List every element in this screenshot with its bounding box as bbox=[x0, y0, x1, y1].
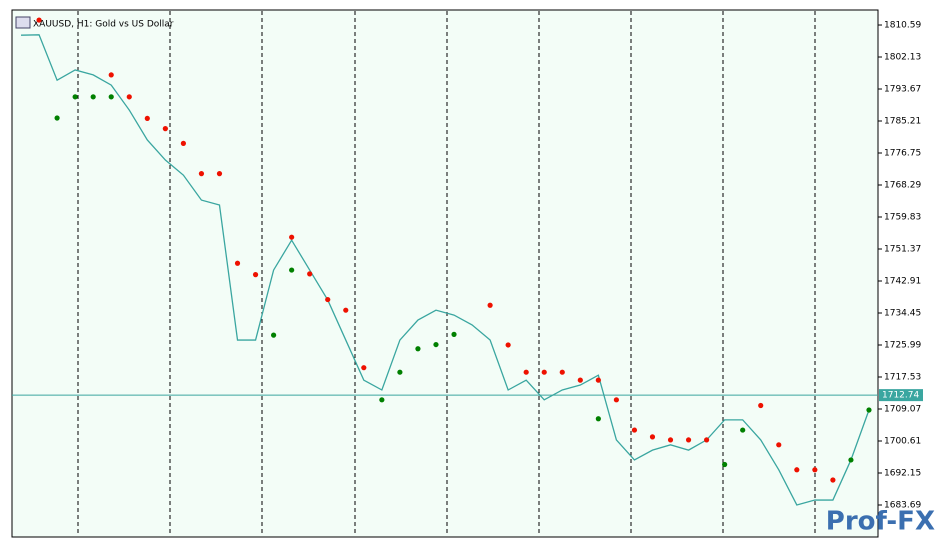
sar-dot bbox=[866, 407, 872, 413]
sar-dot bbox=[487, 302, 493, 308]
sar-dot bbox=[162, 126, 168, 132]
sar-dot bbox=[54, 115, 60, 121]
sar-dot bbox=[595, 377, 601, 383]
sar-dot bbox=[252, 272, 259, 278]
sar-dot bbox=[216, 171, 223, 177]
sar-dot bbox=[90, 94, 96, 100]
sar-dot bbox=[361, 365, 367, 371]
sar-dot bbox=[307, 271, 313, 277]
y-tick-label: 1810.59 bbox=[884, 21, 921, 31]
sar-dot bbox=[704, 437, 710, 443]
sar-dot bbox=[36, 17, 42, 23]
sar-dot bbox=[523, 369, 529, 375]
sar-dot bbox=[559, 369, 565, 375]
y-tick-label: 1802.13 bbox=[884, 53, 921, 63]
plot-area bbox=[11, 9, 879, 538]
sar-dot bbox=[289, 267, 295, 273]
y-tick-label: 1734.45 bbox=[884, 309, 921, 319]
sar-dot bbox=[234, 260, 241, 266]
sar-dot bbox=[740, 427, 746, 433]
sar-dot bbox=[379, 397, 385, 403]
chart-title: XAUUSD, H1: Gold vs US Dollar bbox=[33, 20, 174, 30]
current-price-label: 1712.74 bbox=[882, 391, 919, 401]
sar-dot bbox=[198, 171, 205, 177]
sar-dot bbox=[108, 72, 114, 78]
sar-dot bbox=[180, 140, 186, 146]
y-tick-label: 1692.15 bbox=[884, 469, 921, 479]
sar-dot bbox=[613, 397, 619, 403]
sar-dot bbox=[812, 467, 818, 473]
y-tick-label: 1742.91 bbox=[884, 277, 921, 287]
sar-dot bbox=[649, 434, 656, 440]
sar-dot bbox=[595, 416, 601, 422]
sar-dot bbox=[631, 427, 638, 433]
sar-dot bbox=[108, 94, 114, 100]
y-tick-label: 1709.07 bbox=[884, 405, 921, 415]
sar-dot bbox=[505, 342, 511, 348]
y-tick-label: 1759.83 bbox=[884, 213, 921, 223]
sar-dot bbox=[794, 467, 800, 473]
sar-dot bbox=[433, 341, 439, 348]
sar-dot bbox=[271, 332, 277, 338]
y-tick-label: 1700.61 bbox=[884, 437, 921, 447]
sar-dot bbox=[758, 402, 764, 409]
sar-dot bbox=[343, 307, 349, 313]
sar-dot bbox=[144, 115, 150, 122]
y-tick-label: 1776.75 bbox=[884, 149, 921, 159]
sar-dot bbox=[325, 296, 331, 303]
current-price-box bbox=[879, 389, 923, 402]
y-tick-label: 1717.53 bbox=[884, 373, 921, 383]
y-tick-label: 1785.21 bbox=[884, 117, 921, 127]
sar-dot bbox=[776, 442, 782, 448]
sar-dot bbox=[415, 346, 421, 352]
watermark: Prof-FX bbox=[826, 507, 935, 537]
y-tick-label: 1725.99 bbox=[884, 341, 921, 351]
y-tick-label: 1751.37 bbox=[884, 245, 921, 255]
sar-dot bbox=[72, 94, 78, 100]
sar-dot bbox=[451, 331, 457, 337]
sar-dot bbox=[289, 234, 295, 240]
sar-dot bbox=[577, 377, 583, 383]
chart-icon bbox=[15, 16, 31, 29]
sar-dot bbox=[685, 437, 692, 443]
y-tick-label: 1793.67 bbox=[884, 85, 921, 95]
sar-dot bbox=[848, 457, 854, 463]
sar-dot bbox=[830, 477, 836, 483]
sar-dot bbox=[541, 369, 547, 375]
y-tick-label: 1768.29 bbox=[884, 181, 921, 191]
sar-dot bbox=[667, 437, 674, 443]
day-separators bbox=[77, 11, 816, 536]
sar-dot bbox=[722, 461, 728, 468]
sar-dot bbox=[126, 94, 132, 100]
sar-dot bbox=[397, 369, 403, 375]
y-tick-label: 1683.69 bbox=[884, 501, 921, 511]
price-line bbox=[21, 34, 870, 506]
